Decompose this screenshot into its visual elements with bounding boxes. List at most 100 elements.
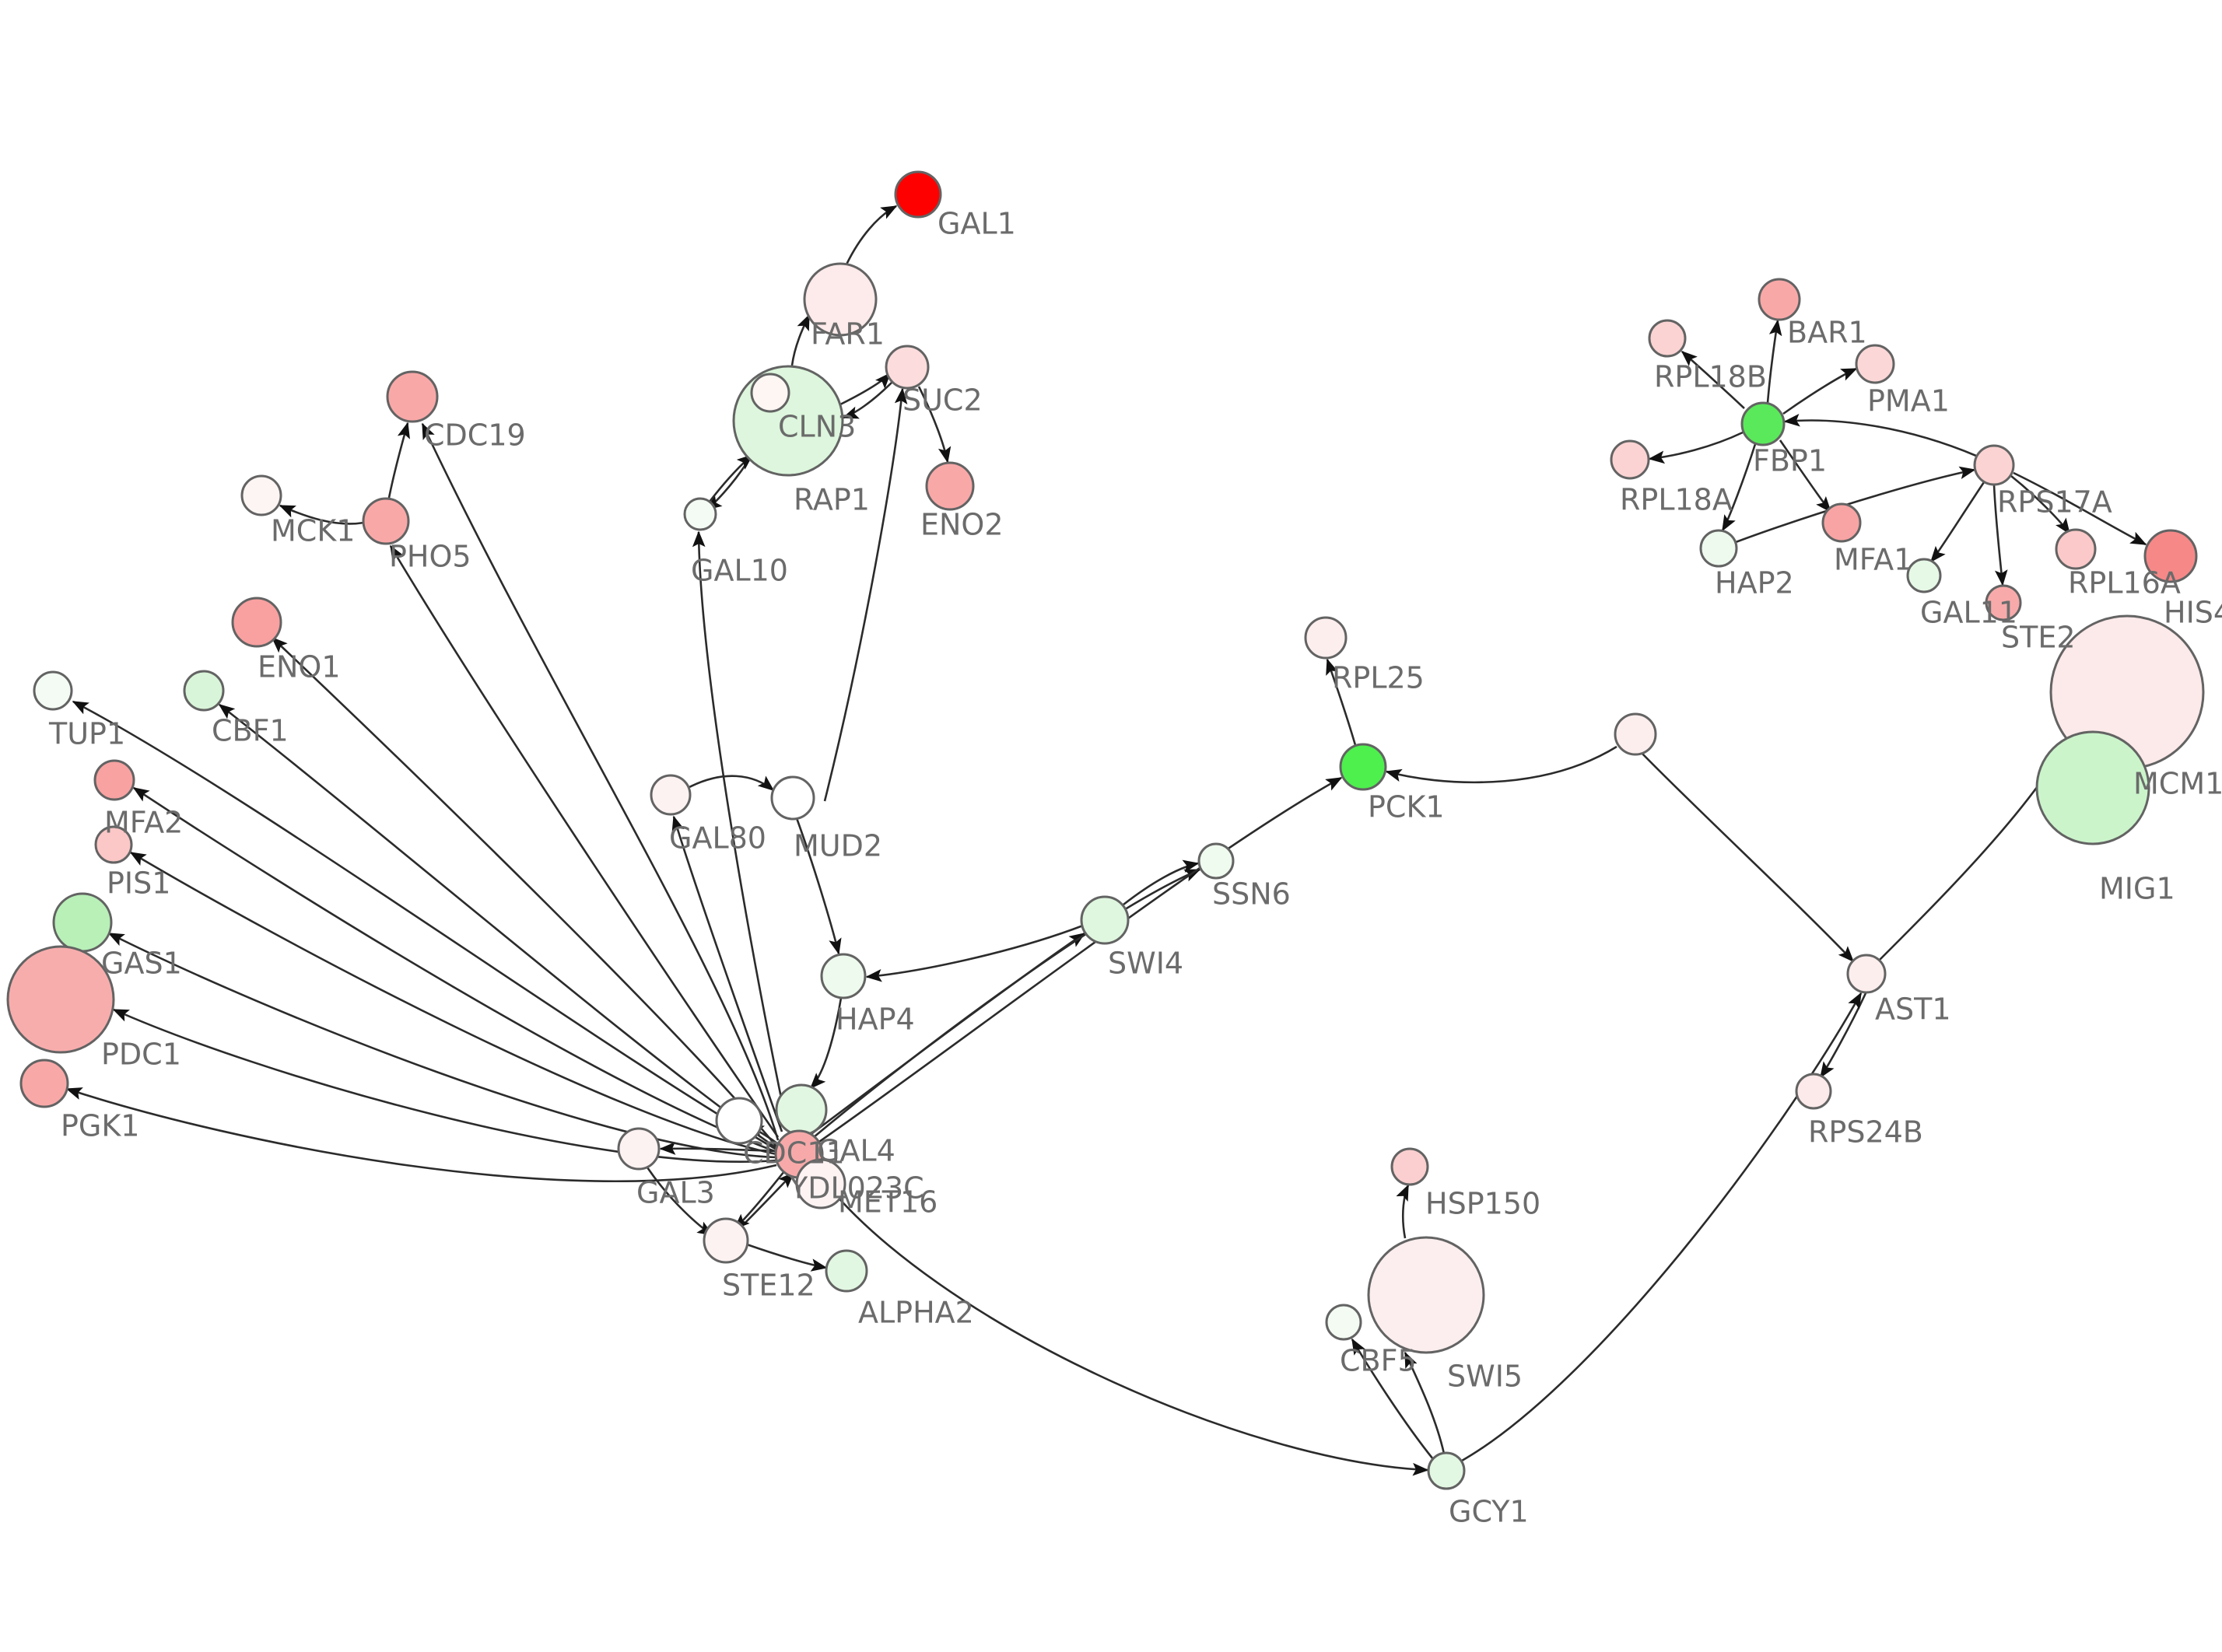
node-cbf1[interactable] bbox=[183, 670, 225, 712]
node-bar1[interactable] bbox=[1758, 278, 1801, 321]
edge-ste12-to-gal4 bbox=[740, 1171, 795, 1228]
node-hap4[interactable] bbox=[820, 953, 867, 999]
edge-gcy1-to-swi5 bbox=[1404, 1351, 1446, 1454]
node-pho5[interactable] bbox=[362, 497, 410, 545]
node-rpl18b[interactable] bbox=[1648, 319, 1687, 358]
node-gal1[interactable] bbox=[894, 170, 942, 219]
edge-gal4-to-ssn6 bbox=[813, 868, 1201, 1138]
edge-swi4-to-ssn6 bbox=[1123, 859, 1200, 906]
node-gal10[interactable] bbox=[683, 497, 717, 531]
node-rap1[interactable] bbox=[750, 373, 790, 413]
node-label-his4: HIS4 bbox=[2164, 596, 2222, 630]
node-eno1[interactable] bbox=[231, 597, 282, 648]
node-label-mcm1: MCM1 bbox=[2133, 767, 2222, 801]
node-cbf5[interactable] bbox=[1325, 1304, 1362, 1341]
node-gal80[interactable] bbox=[650, 774, 692, 816]
node-far1[interactable] bbox=[803, 262, 878, 337]
node-label-mig1: MIG1 bbox=[2099, 872, 2175, 906]
edge-gal4-to-pis1 bbox=[129, 851, 777, 1156]
node-label-ste12: STE12 bbox=[722, 1269, 815, 1303]
node-gal11[interactable] bbox=[1906, 558, 1942, 593]
nodes-layer bbox=[6, 170, 2205, 1490]
node-ast1[interactable] bbox=[1846, 954, 1887, 994]
node-pgk1[interactable] bbox=[19, 1059, 69, 1108]
node-alpha2[interactable] bbox=[825, 1249, 868, 1293]
node-gas1[interactable] bbox=[52, 892, 113, 953]
node-pma1[interactable] bbox=[1855, 344, 1895, 384]
node-rpl18a[interactable] bbox=[1610, 439, 1650, 480]
node-hap2[interactable] bbox=[1699, 529, 1738, 568]
node-rpl16a[interactable] bbox=[2055, 528, 2097, 570]
edge-gal4-to-pho5 bbox=[389, 544, 780, 1138]
node-ste2[interactable] bbox=[1985, 584, 2022, 621]
edge-rps17a-to-ste2 bbox=[1992, 484, 2008, 586]
node-eno2[interactable] bbox=[925, 461, 975, 511]
node-rps24b[interactable] bbox=[1795, 1073, 1832, 1110]
node-cdc19[interactable] bbox=[386, 370, 439, 423]
node-label-eno1: ENO1 bbox=[258, 650, 341, 684]
node-rps17a[interactable] bbox=[1973, 444, 2015, 486]
node-label-ssn6: SSN6 bbox=[1212, 877, 1291, 912]
node-fbp1[interactable] bbox=[1740, 401, 1786, 446]
node-label-far1: FAR1 bbox=[811, 317, 885, 352]
node-cdc11[interactable] bbox=[715, 1097, 763, 1145]
node-label-rpl18b: RPL18B bbox=[1654, 360, 1767, 394]
edge-fbp1-to-bar1 bbox=[1766, 319, 1782, 404]
edge-gal4-to-gas1 bbox=[107, 932, 777, 1159]
node-label-pma1: PMA1 bbox=[1867, 384, 1950, 418]
node-tup1[interactable] bbox=[33, 670, 73, 711]
node-mig1[interactable] bbox=[2035, 730, 2150, 845]
node-ydl023c[interactable] bbox=[795, 1158, 846, 1209]
node-gal3[interactable] bbox=[617, 1127, 661, 1171]
edge-rps17a-to-fbp1 bbox=[1783, 413, 1977, 457]
edge-gal80-to-mud2 bbox=[689, 775, 775, 792]
edge-fbp1-to-hap2 bbox=[1721, 443, 1757, 532]
edge-fbp1-to-rpl18a bbox=[1648, 431, 1744, 464]
node-ste12[interactable] bbox=[703, 1217, 749, 1264]
node-label-ast1: AST1 bbox=[1875, 992, 1951, 1027]
edge-unlbl1-to-ast1 bbox=[1641, 752, 1855, 963]
node-pis1[interactable] bbox=[94, 825, 133, 864]
node-label-rps17a: RPS17A bbox=[1997, 485, 2112, 520]
node-mud2[interactable] bbox=[770, 775, 815, 821]
edge-fbp1-to-mfa1 bbox=[1779, 439, 1832, 513]
node-label-suc2: SUC2 bbox=[902, 383, 983, 418]
edge-gal4-to-eno1 bbox=[271, 636, 778, 1147]
node-hsp150[interactable] bbox=[1390, 1147, 1429, 1186]
node-his4[interactable] bbox=[2143, 529, 2198, 583]
node-swi5[interactable] bbox=[1367, 1236, 1485, 1354]
node-mck1[interactable] bbox=[240, 474, 282, 516]
node-label-cdc19: CDC19 bbox=[424, 418, 526, 453]
edge-gal4-to-tup1 bbox=[72, 700, 777, 1151]
node-label-mud2: MUD2 bbox=[794, 829, 882, 863]
node-label-swi5: SWI5 bbox=[1447, 1360, 1523, 1394]
node-pdc1[interactable] bbox=[6, 945, 115, 1054]
node-gcy1[interactable] bbox=[1427, 1451, 1466, 1490]
edge-suc2-to-cln3 bbox=[842, 380, 894, 419]
node-label-gcy1: GCY1 bbox=[1449, 1495, 1529, 1529]
node-mfa2[interactable] bbox=[93, 759, 135, 801]
node-label-rpl25: RPL25 bbox=[1332, 661, 1425, 695]
node-label-mfa1: MFA1 bbox=[1834, 543, 1912, 577]
edge-gal10-to-cln3 bbox=[708, 454, 754, 502]
node-label-rpl18a: RPL18A bbox=[1620, 483, 1733, 517]
node-swi4[interactable] bbox=[1080, 895, 1130, 945]
node-rpl25[interactable] bbox=[1304, 616, 1348, 660]
node-mfa1[interactable] bbox=[1821, 502, 1862, 543]
node-met16[interactable] bbox=[775, 1083, 828, 1136]
edge-unlbl1-to-pck1 bbox=[1385, 745, 1617, 784]
node-pck1[interactable] bbox=[1339, 743, 1387, 791]
edge-gal4-to-gcy1 bbox=[818, 1175, 1429, 1476]
node-label-rap1: RAP1 bbox=[794, 483, 870, 517]
node-suc2[interactable] bbox=[885, 345, 930, 390]
node-label-mck1: MCK1 bbox=[271, 514, 355, 548]
node-label-pck1: PCK1 bbox=[1368, 790, 1445, 824]
edge-swi5-to-hsp150 bbox=[1396, 1184, 1410, 1239]
node-ssn6[interactable] bbox=[1197, 842, 1235, 880]
node-unlbl1[interactable] bbox=[1614, 712, 1657, 756]
edge-cln3-to-far1 bbox=[790, 313, 811, 366]
edge-hap4-to-met16 bbox=[809, 997, 843, 1090]
node-label-pdc1: PDC1 bbox=[101, 1038, 181, 1072]
node-label-hsp150: HSP150 bbox=[1425, 1187, 1540, 1221]
